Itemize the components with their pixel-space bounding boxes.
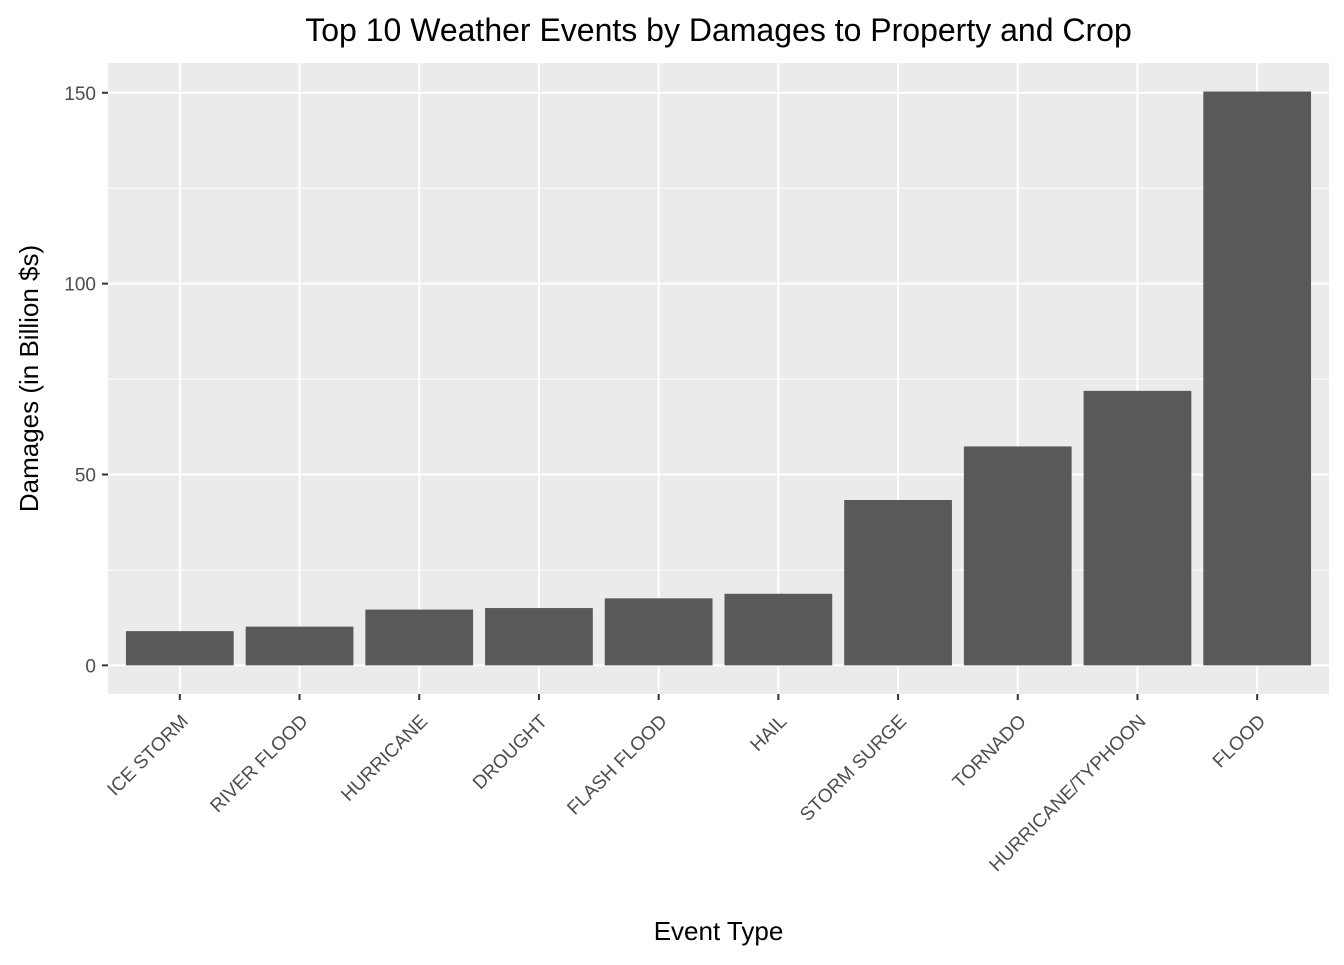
bar (1083, 390, 1192, 666)
x-axis-title: Event Type (654, 916, 784, 946)
x-tick-label: TORNADO (949, 711, 1031, 793)
x-tick-label: HURRICANE (337, 711, 432, 806)
y-tick-label: 100 (64, 275, 96, 296)
x-tick-label: FLOOD (1209, 711, 1270, 772)
bars (125, 91, 1312, 666)
y-axis: 0 50 100 150 (64, 84, 108, 677)
x-tick-label: HAIL (747, 711, 792, 756)
x-tick-label: ICE STORM (104, 711, 193, 800)
gridlines (108, 63, 1329, 694)
bar (963, 446, 1072, 666)
bar (485, 608, 593, 666)
bar (365, 609, 474, 666)
bar (1203, 91, 1312, 666)
y-axis-title: Damages (in Billion $s) (14, 245, 44, 512)
chart-title: Top 10 Weather Events by Damages to Prop… (305, 12, 1132, 48)
x-tick-label: STORM SURGE (796, 711, 911, 826)
bar (245, 626, 354, 666)
x-tick-label: RIVER FLOOD (207, 711, 313, 817)
y-tick-label: 50 (75, 466, 96, 487)
y-tick-label: 150 (64, 84, 96, 105)
bar (724, 593, 833, 666)
x-axis: ICE STORM RIVER FLOOD HURRICANE DROUGHT FLAS… (104, 694, 1270, 876)
y-tick-label: 0 (85, 656, 96, 677)
bar (844, 500, 952, 666)
bar (604, 598, 713, 666)
bar (125, 631, 234, 666)
x-tick-label: DROUGHT (469, 711, 552, 794)
x-tick-label: FLASH FLOOD (563, 711, 671, 819)
